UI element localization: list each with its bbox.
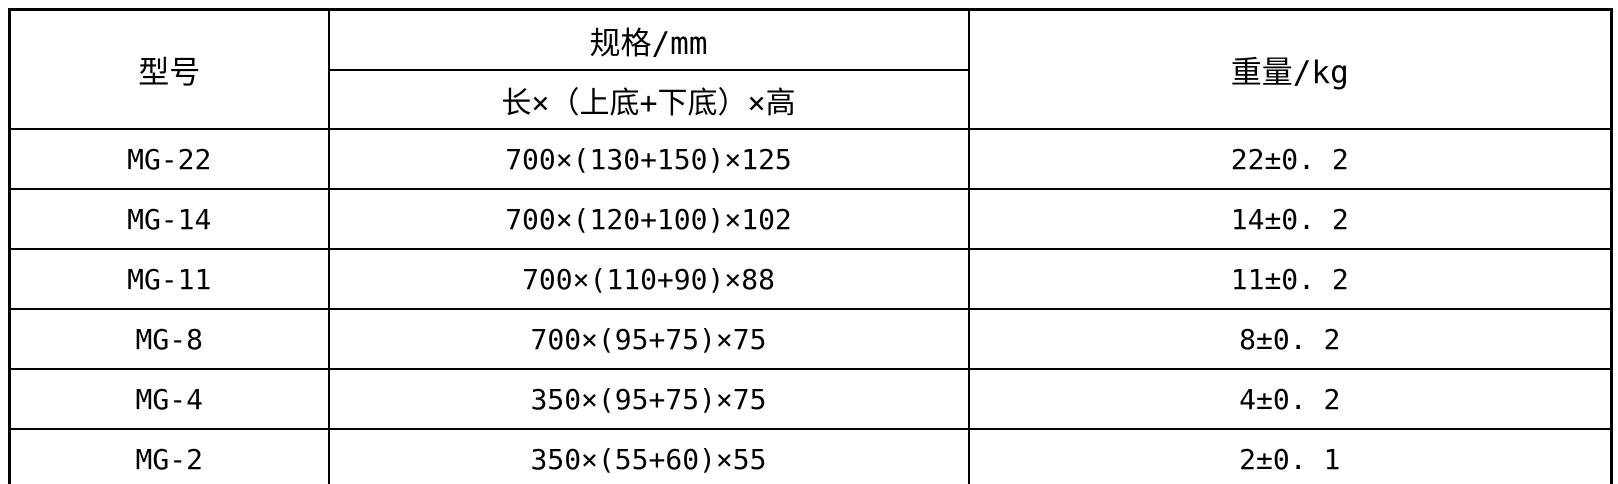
spec-table: 型号 规格/mm 重量/kg 长×（上底+下底）×高 MG-22 700×(130… (8, 8, 1613, 484)
model-cell: MG-11 (8, 248, 330, 310)
table-row: MG-4 350×(95+75)×75 4±0. 2 (8, 368, 1613, 430)
table-row: MG-8 700×(95+75)×75 8±0. 2 (8, 308, 1613, 370)
spec-cell: 700×(110+90)×88 (327, 248, 970, 310)
weight-cell: 4±0. 2 (967, 368, 1613, 430)
spec-cell: 700×(120+100)×102 (327, 188, 970, 250)
model-cell: MG-22 (8, 128, 330, 190)
weight-cell: 22±0. 2 (967, 128, 1613, 190)
spec-cell: 700×(130+150)×125 (327, 128, 970, 190)
model-cell: MG-4 (8, 368, 330, 430)
model-cell: MG-8 (8, 308, 330, 370)
header-spec-formula: 长×（上底+下底）×高 (327, 69, 970, 130)
weight-cell: 14±0. 2 (967, 188, 1613, 250)
table-row: MG-2 350×(55+60)×55 2±0. 1 (8, 428, 1613, 484)
header-model: 型号 (8, 8, 330, 130)
header-spec: 规格/mm (327, 8, 970, 71)
header-weight: 重量/kg (967, 8, 1613, 130)
header-row-sub: 长×（上底+下底）×高 (10, 69, 1612, 130)
table-row: MG-14 700×(120+100)×102 14±0. 2 (8, 188, 1613, 250)
weight-cell: 2±0. 1 (967, 428, 1613, 484)
spec-cell: 350×(95+75)×75 (327, 368, 970, 430)
spec-cell: 350×(55+60)×55 (327, 428, 970, 484)
table-body: MG-22 700×(130+150)×125 22±0. 2 MG-14 700×(1… (8, 128, 1613, 484)
weight-cell: 8±0. 2 (967, 308, 1613, 370)
model-cell: MG-14 (8, 188, 330, 250)
model-cell: MG-2 (8, 428, 330, 484)
weight-cell: 11±0. 2 (967, 248, 1613, 310)
table-row: MG-22 700×(130+150)×125 22±0. 2 (8, 128, 1613, 190)
spec-cell: 700×(95+75)×75 (327, 308, 970, 370)
header-row-top: 型号 规格/mm 重量/kg (8, 8, 1613, 130)
table-row: MG-11 700×(110+90)×88 11±0. 2 (8, 248, 1613, 310)
table-header: 型号 规格/mm 重量/kg 长×（上底+下底）×高 (8, 8, 1613, 130)
